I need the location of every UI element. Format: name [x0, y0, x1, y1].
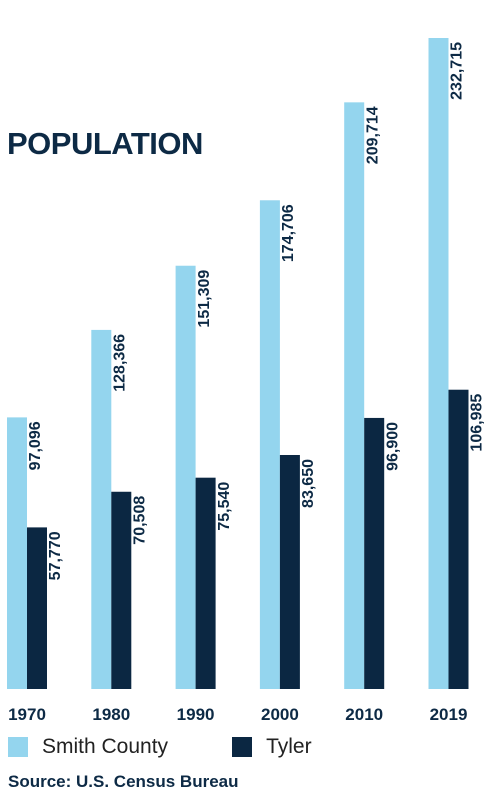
value-label-smith-county-2000: 174,706: [280, 204, 297, 262]
category-label-2000: 2000: [261, 705, 299, 724]
value-label-tyler-2010: 96,900: [384, 422, 401, 471]
bar-smith-county-1990: [175, 265, 196, 689]
value-label-tyler-2000: 83,650: [300, 459, 317, 508]
category-label-2010: 2010: [345, 705, 383, 724]
value-label-smith-county-2019: 232,715: [449, 42, 466, 100]
value-label-tyler-1970: 57,770: [47, 531, 64, 580]
legend-label-smith-county: Smith County: [42, 735, 169, 758]
bar-smith-county-2010: [344, 102, 365, 689]
legend-swatch-smith-county: [8, 737, 28, 757]
value-label-tyler-1990: 75,540: [216, 482, 233, 531]
value-label-smith-county-1980: 128,366: [112, 334, 129, 392]
legend-item-tyler: Tyler: [232, 735, 312, 759]
value-label-tyler-2019: 106,985: [469, 394, 486, 452]
value-label-smith-county-1990: 151,309: [196, 270, 213, 328]
legend-swatch-tyler: [232, 737, 253, 757]
source-note: Source: U.S. Census Bureau: [8, 772, 239, 791]
bar-smith-county-1970: [7, 417, 27, 689]
bar-smith-county-2000: [259, 200, 280, 689]
chart-title: POPULATION: [7, 126, 203, 161]
category-label-1980: 1980: [92, 705, 130, 724]
value-label-smith-county-2010: 209,714: [364, 106, 381, 164]
legend-label-tyler: Tyler: [266, 735, 312, 758]
bar-tyler-1990: [195, 477, 216, 689]
value-label-smith-county-1970: 97,096: [27, 421, 44, 470]
category-label-2019: 2019: [430, 705, 468, 724]
category-label-1990: 1990: [177, 705, 215, 724]
bar-tyler-2000: [279, 454, 300, 689]
bar-tyler-1970: [27, 527, 47, 689]
bar-tyler-2010: [364, 417, 385, 689]
bar-smith-county-2019: [428, 38, 449, 689]
bar-smith-county-1980: [91, 329, 112, 689]
bar-tyler-2019: [448, 389, 469, 689]
value-label-tyler-1980: 70,508: [132, 496, 149, 545]
legend: Smith County Tyler: [8, 735, 312, 759]
category-label-1970: 1970: [8, 705, 46, 724]
legend-item-smith-county: Smith County: [8, 735, 168, 759]
bar-tyler-1980: [111, 491, 132, 689]
